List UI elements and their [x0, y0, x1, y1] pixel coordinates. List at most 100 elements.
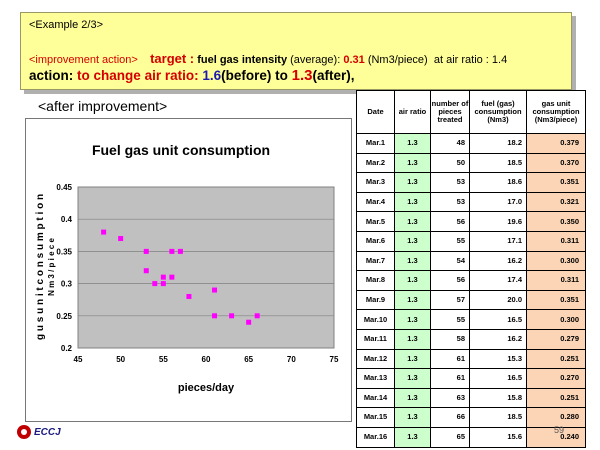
data-point	[177, 248, 183, 254]
cell-unit-consumption: 0.311	[526, 230, 586, 252]
cell-air-ratio: 1.3	[394, 172, 431, 193]
y-axis-unit-label: N m 3 / p i e c e	[47, 238, 56, 296]
table-row: Mar.16 1.3 65 15.6 0.240	[356, 426, 586, 448]
x-tick-label: 75	[330, 355, 339, 364]
y-tick-label: 0.2	[61, 344, 73, 353]
table-row: Mar.13 1.3 61 16.5 0.270	[356, 368, 586, 389]
x-tick-label: 55	[159, 355, 168, 364]
header-date: Date	[356, 90, 395, 134]
cell-unit-consumption: 0.321	[526, 191, 586, 213]
target-value: 0.31	[343, 54, 365, 66]
cell-fuel: 15.6	[469, 426, 527, 448]
cell-date: Mar.10	[356, 309, 395, 330]
header-unit-consumption: gas unit consumption (Nm3/piece)	[526, 90, 586, 134]
cell-air-ratio: 1.3	[394, 348, 431, 370]
grid-lines	[78, 186, 334, 349]
cell-unit-consumption: 0.251	[526, 348, 586, 370]
cell-fuel: 16.5	[469, 368, 527, 389]
header-pieces: number of pieces treated	[430, 90, 470, 134]
air-ratio-text: air ratio:	[144, 68, 199, 83]
cell-date: Mar.9	[356, 289, 395, 311]
cell-fuel: 16.2	[469, 328, 527, 350]
scatter-chart: Fuel gas unit consumption 0.2 0.25 0.3 0.35…	[35, 142, 339, 394]
cell-pieces: 61	[430, 348, 470, 370]
data-point	[169, 274, 175, 280]
header-air-ratio: air ratio	[394, 90, 431, 134]
cell-unit-consumption: 0.351	[526, 289, 586, 311]
cell-date: Mar.5	[356, 211, 395, 232]
cell-unit-consumption: 0.300	[526, 250, 586, 272]
cell-unit-consumption: 0.240	[526, 426, 586, 448]
cell-pieces: 55	[430, 230, 470, 252]
cell-date: Mar.6	[356, 230, 395, 252]
data-point	[186, 293, 192, 299]
data-point	[212, 313, 218, 319]
cell-unit-consumption: 0.279	[526, 328, 586, 350]
header-box: <Example 2/3> <improvement action> targe…	[20, 12, 572, 90]
cell-unit-consumption: 0.351	[526, 172, 586, 193]
table-row: Mar.7 1.3 54 16.2 0.300	[356, 250, 586, 272]
cell-air-ratio: 1.3	[394, 230, 431, 252]
cell-air-ratio: 1.3	[394, 133, 431, 154]
data-point	[143, 248, 149, 254]
before-value: 1.6	[202, 68, 222, 83]
cell-fuel: 15.3	[469, 348, 527, 370]
cell-fuel: 15.8	[469, 387, 527, 409]
cell-date: Mar.14	[356, 387, 395, 409]
table-row: Mar.6 1.3 55 17.1 0.311	[356, 230, 586, 252]
cell-date: Mar.11	[356, 328, 395, 350]
logo-text: ECCJ	[34, 426, 61, 438]
cell-date: Mar.15	[356, 407, 395, 428]
cell-unit-consumption: 0.251	[526, 387, 586, 409]
table-row: Mar.1 1.3 48 18.2 0.379	[356, 133, 586, 154]
cell-pieces: 54	[430, 250, 470, 272]
target-condition: at air ratio : 1.4	[433, 54, 508, 66]
cell-pieces: 61	[430, 368, 470, 389]
y-tick-label: 0.35	[56, 247, 72, 256]
cell-pieces: 53	[430, 172, 470, 193]
cell-fuel: 16.2	[469, 250, 527, 272]
table-row: Mar.8 1.3 56 17.4 0.311	[356, 270, 586, 291]
x-axis-ticks: 45 50 55 60 65 70 75	[74, 355, 339, 364]
example-label: <Example 2/3>	[29, 19, 103, 31]
target-label: target :	[150, 51, 195, 66]
cell-pieces: 63	[430, 387, 470, 409]
cell-air-ratio: 1.3	[394, 152, 431, 174]
data-point	[246, 319, 252, 325]
table-row: Mar.3 1.3 53 18.6 0.351	[356, 172, 586, 193]
data-point	[212, 287, 218, 293]
cell-fuel: 18.5	[469, 407, 527, 428]
cell-unit-consumption: 0.350	[526, 211, 586, 232]
header-fuel: fuel (gas) consumption (Nm3)	[469, 90, 527, 134]
eccj-logo: ECCJ	[17, 425, 61, 439]
before-label: (before)	[221, 68, 272, 83]
y-tick-label: 0.4	[61, 215, 73, 224]
x-tick-label: 65	[244, 355, 253, 364]
cell-fuel: 20.0	[469, 289, 527, 311]
cell-pieces: 66	[430, 407, 470, 428]
y-tick-label: 0.45	[56, 183, 72, 192]
cell-unit-consumption: 0.300	[526, 309, 586, 330]
cell-air-ratio: 1.3	[394, 309, 431, 330]
target-line: <improvement action> target : fuel gas i…	[29, 51, 507, 66]
data-point	[152, 281, 158, 287]
after-label: (after),	[312, 68, 355, 83]
cell-fuel: 16.5	[469, 309, 527, 330]
target-text: fuel gas intensity	[197, 54, 288, 66]
after-value: 1.3	[291, 67, 313, 84]
x-tick-label: 70	[287, 355, 296, 364]
data-points	[101, 229, 260, 325]
x-tick-label: 45	[74, 355, 83, 364]
target-unit: (Nm3/piece)	[367, 54, 428, 66]
data-point	[229, 313, 235, 319]
cell-date: Mar.13	[356, 368, 395, 389]
cell-air-ratio: 1.3	[394, 270, 431, 291]
cell-fuel: 17.1	[469, 230, 527, 252]
cell-air-ratio: 1.3	[394, 407, 431, 428]
table-row: Mar.10 1.3 55 16.5 0.300	[356, 309, 586, 330]
y-axis-label: g u s u n i t c o n s u m p t i o n	[35, 194, 46, 340]
table-header-row: Date air ratio number of pieces treated …	[356, 90, 586, 134]
cell-date: Mar.7	[356, 250, 395, 272]
data-point	[160, 281, 166, 287]
cell-air-ratio: 1.3	[394, 289, 431, 311]
